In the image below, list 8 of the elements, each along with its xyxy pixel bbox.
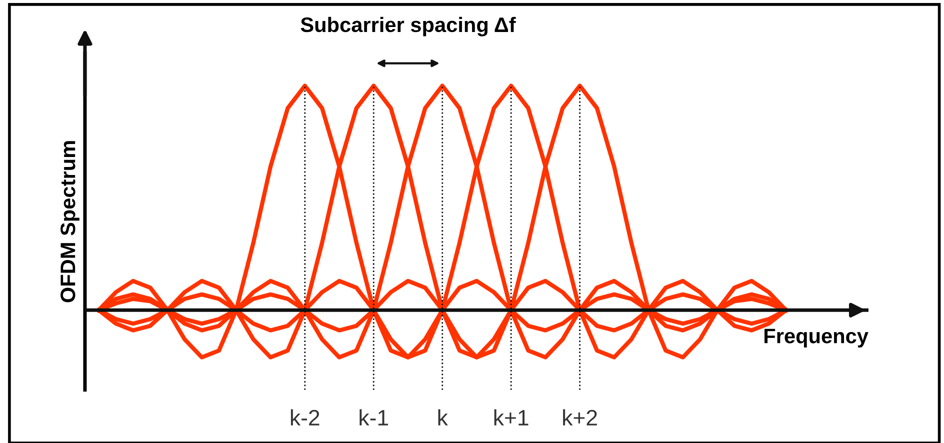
x-tick-label: k-2 (290, 409, 320, 426)
x-tick-label: k+2 (563, 409, 597, 426)
text: Subcarrier spacing Δf (300, 16, 516, 36)
y-axis-title: OFDM Spectrum (60, 141, 80, 302)
x-tick-label: k-1 (360, 409, 388, 426)
x-tick-label: k+1 (494, 409, 528, 426)
x-tick-label: k (438, 409, 448, 426)
x-axis-title: Frequency (764, 328, 868, 348)
